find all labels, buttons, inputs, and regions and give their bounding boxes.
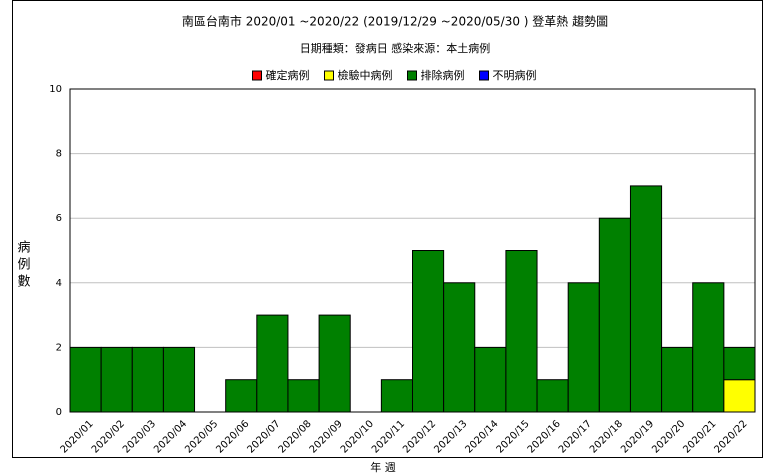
chart-subtitle: 日期種類：發病日 感染來源：本土病例 — [300, 41, 491, 55]
x-tick-label: 2020/22 — [713, 418, 750, 455]
x-tick-label: 2020/04 — [152, 418, 189, 455]
x-tick-label: 2020/19 — [619, 418, 656, 455]
bar-segment — [536, 379, 569, 413]
x-tick-label: 2020/18 — [588, 418, 625, 455]
bar-segment — [723, 346, 756, 381]
bar-segment — [162, 346, 196, 413]
chart-title: 南區台南市 2020/01 ~2020/22 (2019/12/29 ~2020… — [182, 14, 608, 29]
x-tick-label: 2020/16 — [526, 418, 563, 455]
legend-swatch — [407, 70, 417, 81]
legend-label: 檢驗中病例 — [338, 68, 393, 82]
y-tick-label: 6 — [56, 213, 62, 224]
x-tick-label: 2020/20 — [650, 418, 687, 455]
x-tick-label: 2020/15 — [495, 418, 532, 455]
bar-segment — [412, 250, 445, 413]
x-tick-label: 2020/12 — [401, 418, 438, 455]
x-tick-label: 2020/11 — [370, 418, 407, 455]
x-axis-label: 年 週 — [370, 460, 396, 474]
x-tick-label: 2020/07 — [245, 418, 282, 455]
y-tick-label: 0 — [56, 407, 62, 418]
y-axis-label: 病例數 — [15, 240, 31, 291]
bar-segment — [69, 346, 102, 413]
x-tick-label: 2020/21 — [681, 418, 718, 455]
x-tick-label: 2020/09 — [308, 418, 345, 455]
bar-segment — [100, 346, 133, 413]
x-tick-label: 2020/01 — [59, 418, 96, 455]
legend-swatch — [252, 70, 262, 81]
y-tick-label: 2 — [56, 342, 62, 353]
bar-segment — [629, 185, 663, 413]
x-tick-label: 2020/05 — [183, 418, 220, 455]
x-tick-label: 2020/14 — [463, 418, 500, 455]
bar-segment — [661, 346, 694, 413]
legend-swatch — [479, 70, 489, 81]
legend-label: 排除病例 — [421, 68, 465, 82]
bar-segment — [723, 379, 756, 413]
bar-segment — [692, 282, 725, 413]
bar-segment — [131, 346, 164, 413]
frame — [12, 0, 763, 458]
y-tick-label: 10 — [49, 84, 62, 95]
bar-segment — [567, 282, 600, 413]
bar-segment — [287, 379, 320, 413]
y-tick-label: 8 — [56, 149, 62, 160]
bar-segment — [318, 314, 351, 413]
bar-segment — [225, 379, 258, 413]
legend-label: 確定病例 — [266, 68, 310, 82]
y-tick-label: 4 — [56, 278, 62, 289]
bar-segment — [256, 314, 289, 413]
x-tick-label: 2020/13 — [432, 418, 469, 455]
x-tick-label: 2020/10 — [339, 418, 376, 455]
legend-label: 不明病例 — [493, 68, 537, 82]
bar-segment — [474, 346, 507, 413]
x-tick-label: 2020/06 — [214, 418, 251, 455]
x-tick-label: 2020/03 — [121, 418, 158, 455]
bar-segment — [443, 282, 476, 413]
bar-segment — [598, 217, 631, 413]
bar-segment — [505, 250, 538, 413]
x-tick-label: 2020/08 — [277, 418, 314, 455]
x-tick-label: 2020/17 — [557, 418, 594, 455]
legend-swatch — [324, 70, 334, 81]
x-tick-label: 2020/02 — [90, 418, 127, 455]
bar-segment — [380, 379, 414, 413]
